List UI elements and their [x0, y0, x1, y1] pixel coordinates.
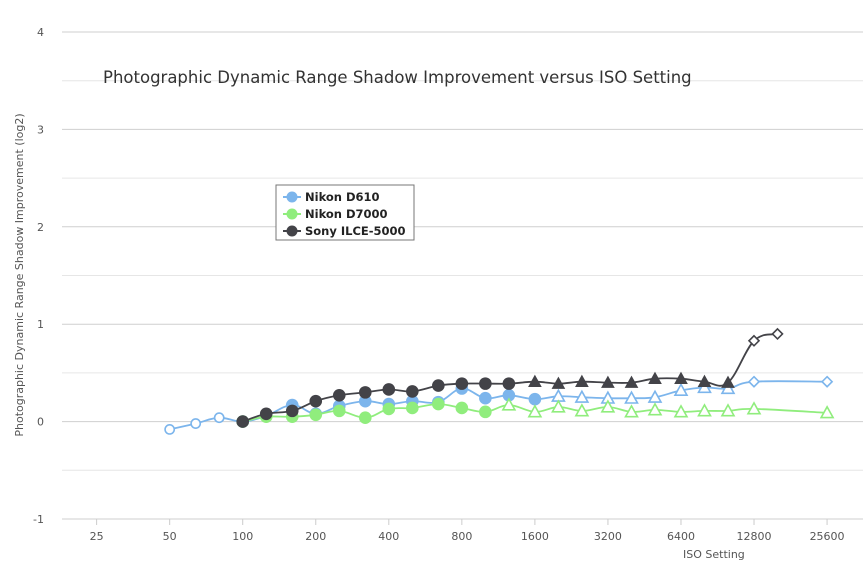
data-point [285, 404, 299, 418]
data-point [479, 377, 492, 390]
data-point [502, 377, 516, 390]
data-point [647, 389, 663, 403]
gridlines [62, 31, 863, 520]
data-point [551, 399, 566, 413]
y-tick-label: 1 [37, 318, 44, 331]
legend-label: Nikon D610 [305, 190, 380, 204]
data-point [309, 394, 323, 408]
x-tick-label: 800 [451, 530, 472, 543]
data-point [432, 397, 445, 411]
data-point [382, 383, 396, 396]
data-point [624, 390, 639, 404]
data-point [746, 401, 762, 415]
legend-marker [286, 208, 298, 220]
y-tick-label: -1 [33, 513, 44, 526]
data-point [213, 412, 225, 424]
x-tick-label: 6400 [667, 530, 695, 543]
y-tick-label: 2 [37, 221, 44, 234]
legend-label: Nikon D7000 [305, 207, 388, 221]
series-2 [236, 327, 784, 428]
x-tick-label: 200 [305, 530, 326, 543]
series-0 [164, 375, 834, 435]
x-tick-label: 400 [378, 530, 399, 543]
data-point [574, 403, 590, 417]
data-point [332, 404, 346, 418]
x-axis-tick-labels: 25 50 100 200 400 800 1600 3200 6400 12800 25600 [90, 519, 845, 543]
data-point [358, 386, 372, 399]
x-tick-label: 25 [90, 530, 104, 543]
data-point [236, 415, 250, 428]
y-tick-label: 0 [37, 416, 44, 429]
data-point [190, 418, 202, 429]
legend-marker [286, 225, 298, 237]
data-point [747, 375, 761, 388]
data-point [697, 403, 712, 417]
data-point [309, 408, 323, 422]
x-tick-label: 100 [232, 530, 253, 543]
data-point [479, 391, 492, 405]
data-point [455, 401, 469, 415]
chart-title: Photographic Dynamic Range Shadow Improv… [103, 68, 692, 87]
x-axis-title: ISO Setting [683, 548, 745, 561]
y-tick-label: 3 [37, 123, 44, 136]
y-axis-tick-labels: -1 0 1 2 3 4 [33, 26, 44, 526]
data-point [551, 376, 566, 389]
legend-marker [286, 191, 298, 203]
data-point [528, 392, 542, 406]
x-tick-label: 3200 [594, 530, 622, 543]
data-point [406, 401, 419, 415]
data-point [674, 371, 688, 384]
data-point [432, 379, 445, 392]
data-point [527, 404, 543, 418]
data-point [624, 404, 639, 418]
data-point [648, 371, 662, 384]
legend[interactable]: Nikon D610 Nikon D7000 Sony ILCE-5000 [275, 184, 415, 241]
data-point [455, 377, 469, 390]
y-axis-title: Photographic Dynamic Range Shadow Improv… [13, 113, 26, 436]
plot-area [164, 327, 835, 435]
data-point [624, 375, 639, 388]
x-tick-label: 50 [163, 530, 177, 543]
data-point [673, 404, 689, 418]
legend-item[interactable]: Nikon D610 [283, 190, 380, 204]
data-point [332, 389, 346, 402]
legend-item[interactable]: Nikon D7000 [283, 207, 388, 221]
data-point [721, 375, 735, 388]
data-point [259, 407, 273, 421]
legend-item[interactable]: Sony ILCE-5000 [283, 224, 406, 238]
y-tick-label: 4 [37, 26, 44, 39]
data-point [575, 374, 589, 387]
data-point [574, 389, 590, 403]
x-tick-label: 25600 [810, 530, 845, 543]
data-point [358, 411, 372, 425]
data-point [647, 402, 663, 416]
data-point [747, 334, 761, 347]
data-point [820, 375, 834, 388]
data-point [479, 405, 492, 419]
data-point [819, 405, 835, 419]
data-point [528, 374, 542, 387]
data-point [406, 385, 419, 398]
x-tick-label: 12800 [737, 530, 772, 543]
legend-label: Sony ILCE-5000 [305, 224, 406, 238]
data-point [673, 382, 689, 397]
legend-box [275, 184, 415, 241]
data-point [382, 402, 396, 416]
x-tick-label: 1600 [521, 530, 549, 543]
data-point [501, 397, 517, 411]
data-point [697, 374, 712, 387]
data-point [601, 375, 615, 388]
data-point [164, 423, 176, 435]
data-point [600, 399, 616, 413]
data-point [720, 403, 736, 417]
data-point [771, 327, 784, 341]
